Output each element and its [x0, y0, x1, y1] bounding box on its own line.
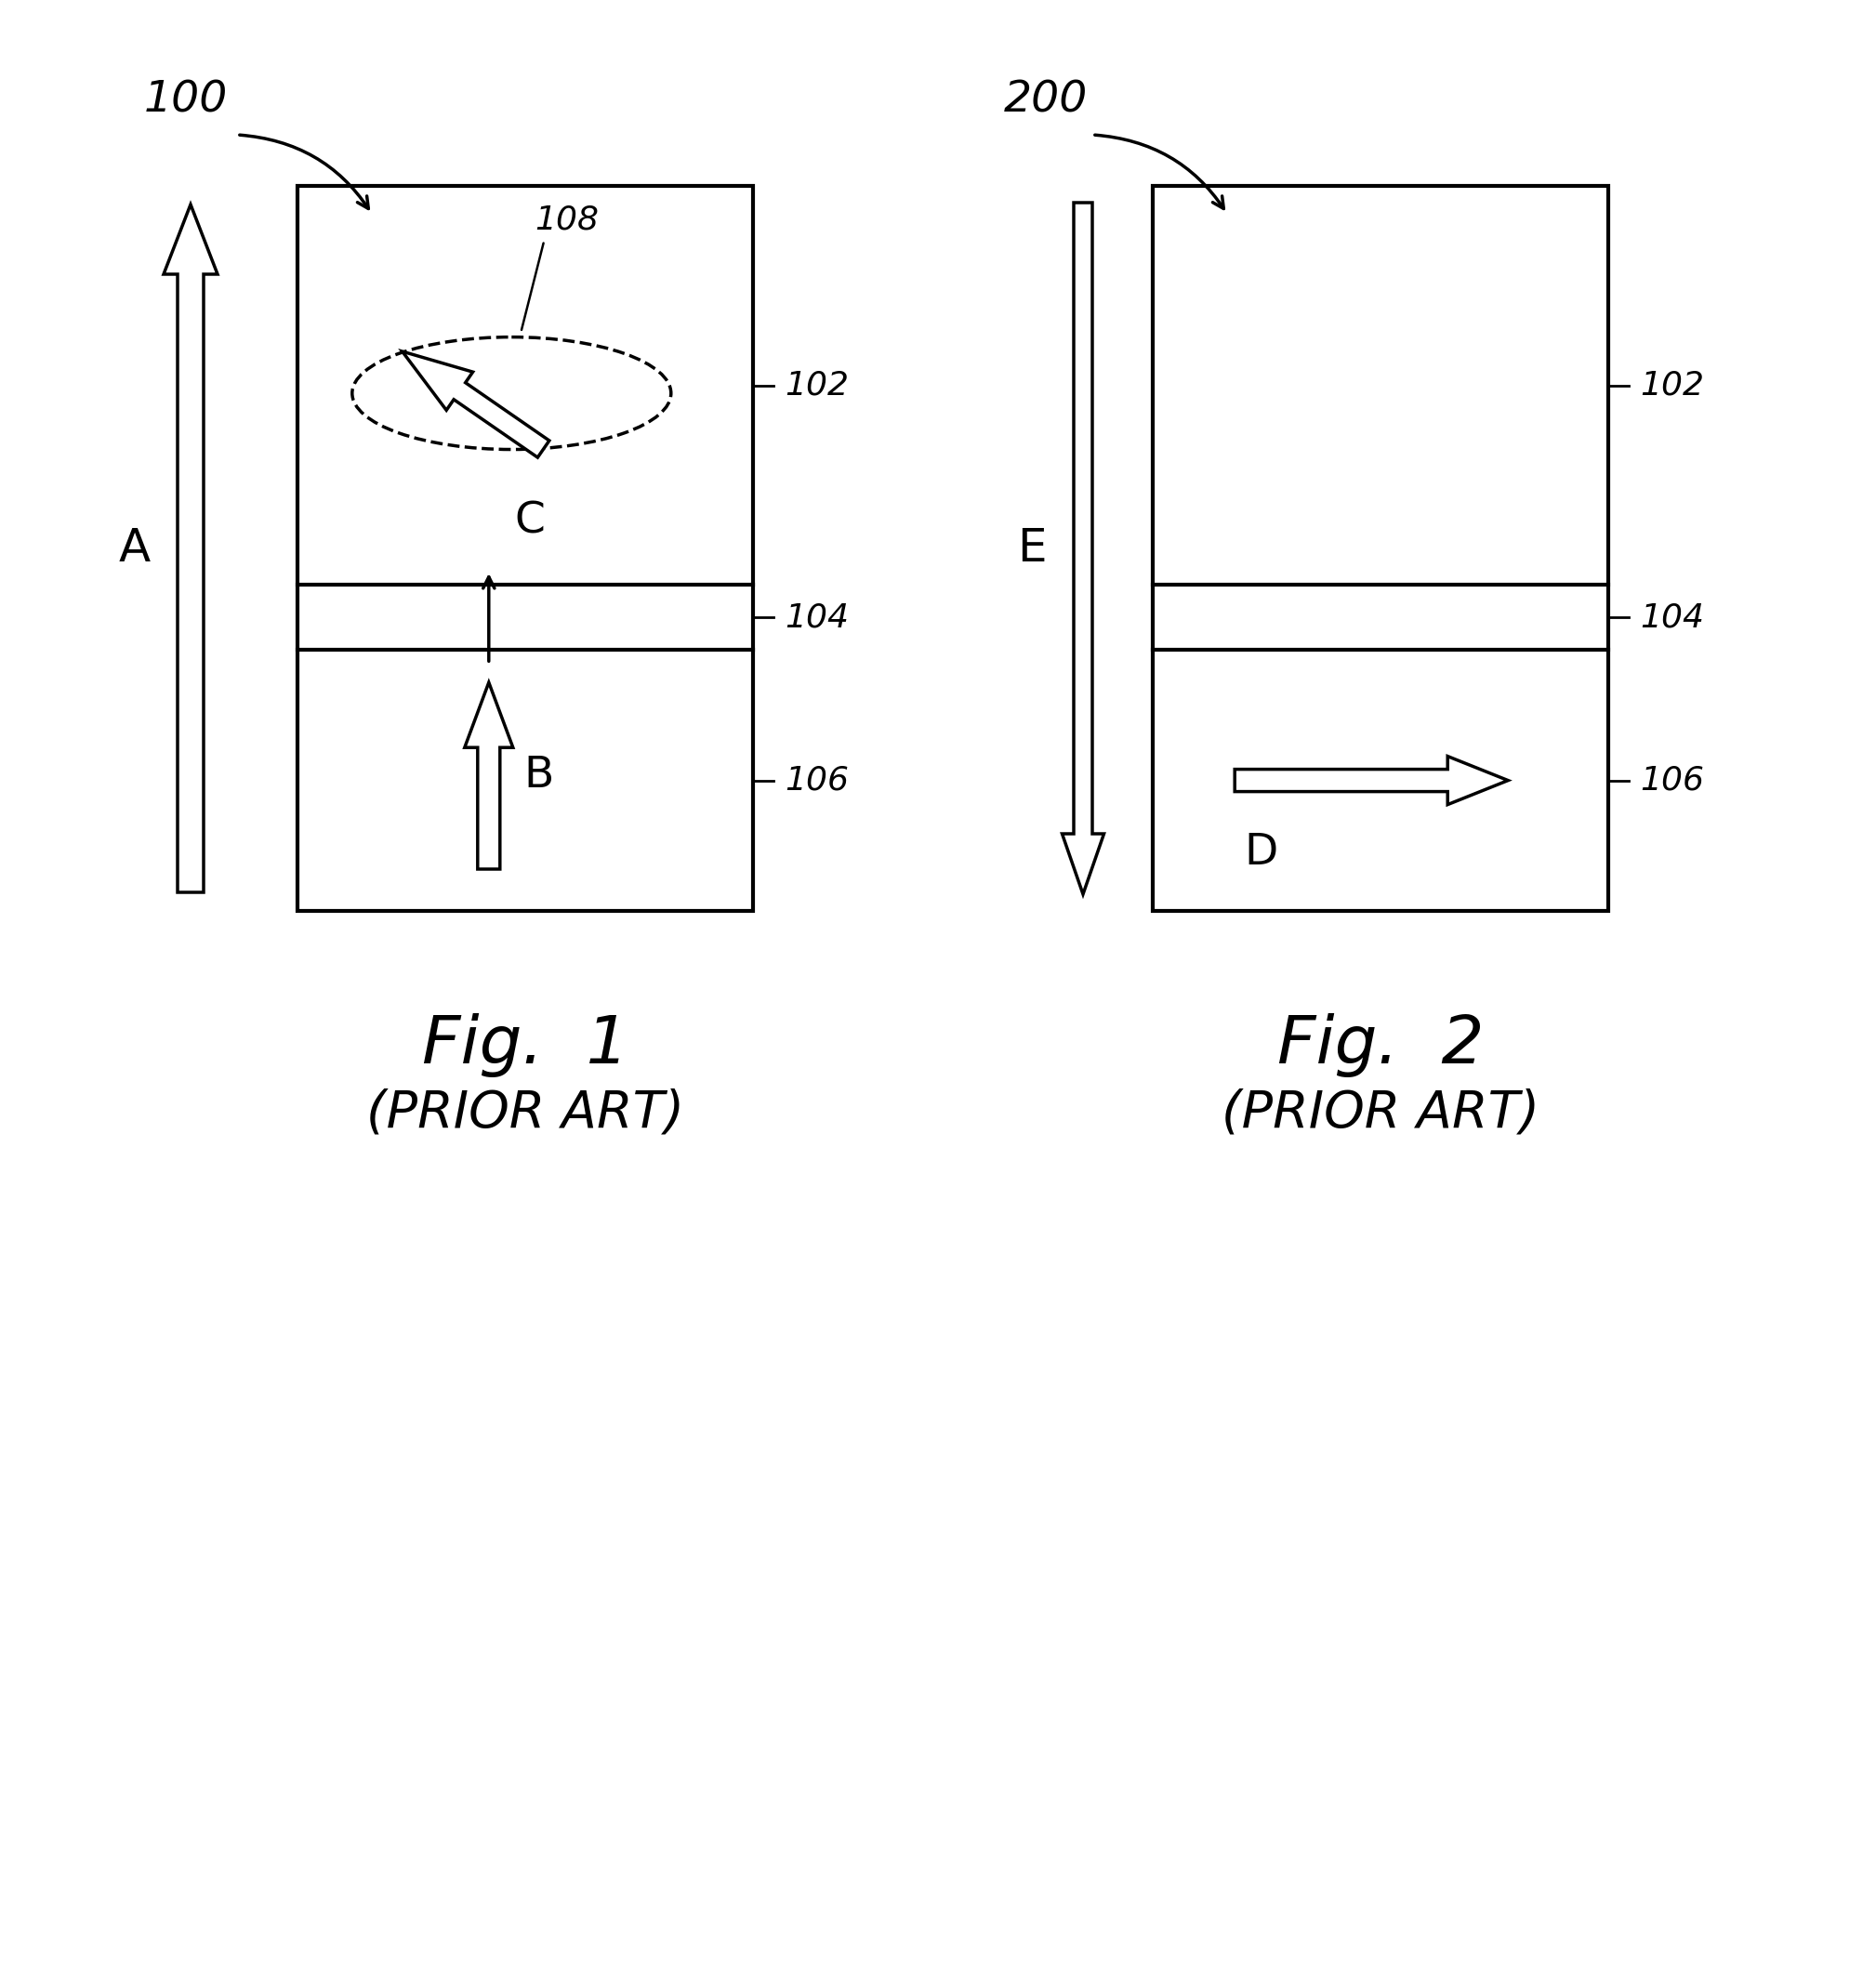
Text: (PRIOR ART): (PRIOR ART) [366, 1088, 685, 1137]
Text: 102: 102 [1640, 370, 1703, 402]
Text: 108: 108 [535, 204, 598, 235]
Bar [298, 186, 752, 912]
Text: A: A [118, 526, 150, 572]
FancyArrow shape [465, 682, 512, 868]
Text: 200: 200 [1004, 79, 1088, 121]
FancyArrow shape [163, 204, 218, 892]
Text: 104: 104 [784, 601, 848, 633]
Text: C: C [514, 500, 544, 542]
Bar [1152, 186, 1608, 912]
FancyArrow shape [1234, 756, 1508, 805]
Text: 102: 102 [784, 370, 848, 402]
Text: Fig.  2: Fig. 2 [1278, 1013, 1484, 1078]
Text: 100: 100 [144, 79, 229, 121]
Text: 104: 104 [1640, 601, 1703, 633]
Text: Fig.  1: Fig. 1 [422, 1013, 628, 1078]
Text: (PRIOR ART): (PRIOR ART) [1221, 1088, 1540, 1137]
Text: 106: 106 [784, 765, 848, 797]
FancyArrow shape [401, 352, 550, 457]
Text: E: E [1017, 526, 1047, 572]
FancyArrow shape [1062, 202, 1103, 894]
Text: B: B [523, 756, 553, 797]
Text: D: D [1244, 831, 1278, 874]
Text: 106: 106 [1640, 765, 1703, 797]
